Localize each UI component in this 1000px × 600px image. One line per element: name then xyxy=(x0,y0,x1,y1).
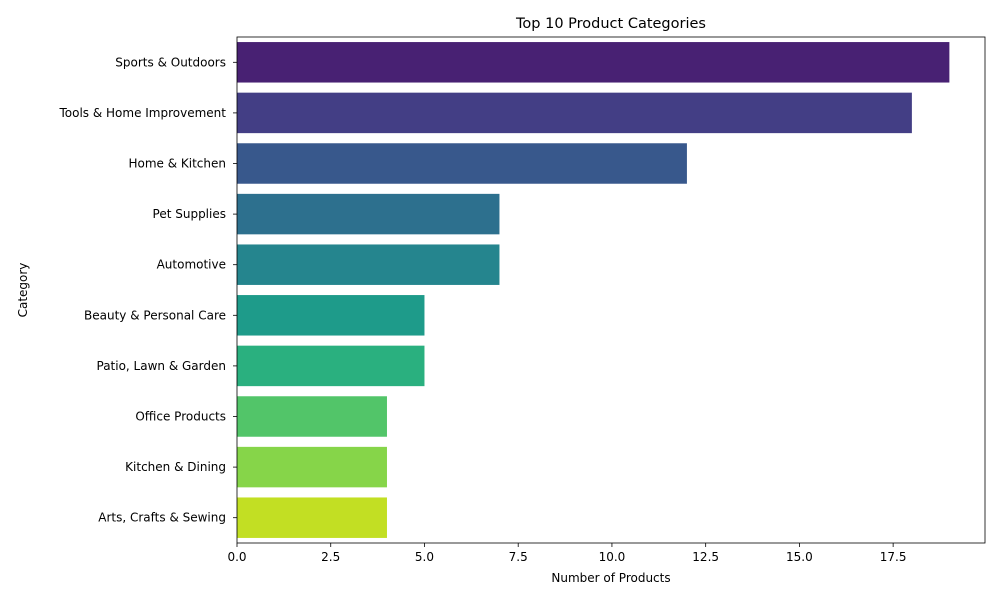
bar xyxy=(237,92,912,134)
y-tick-label: Sports & Outdoors xyxy=(115,55,226,69)
y-axis-label: Category xyxy=(16,263,30,318)
bar xyxy=(237,446,387,488)
x-tick-label: 10.0 xyxy=(599,550,626,564)
x-tick-label: 0.0 xyxy=(227,550,246,564)
x-axis-ticks: 0.0 2.5 5.0 7.5 10.0 12.5 15.0 17.5 xyxy=(227,543,906,564)
y-tick-label: Automotive xyxy=(157,258,226,272)
bar xyxy=(237,345,425,387)
y-tick-label: Home & Kitchen xyxy=(128,157,226,171)
y-tick-label: Office Products xyxy=(135,410,226,424)
chart-title: Top 10 Product Categories xyxy=(515,16,706,32)
axes-spines xyxy=(236,36,986,544)
y-tick-label: Kitchen & Dining xyxy=(125,460,226,474)
y-tick-label: Beauty & Personal Care xyxy=(84,308,226,322)
bar xyxy=(237,396,387,437)
bar xyxy=(237,143,687,184)
x-tick-label: 12.5 xyxy=(692,550,719,564)
bar xyxy=(237,244,500,285)
bar xyxy=(237,497,387,538)
x-tick-label: 17.5 xyxy=(880,550,907,564)
y-tick-label: Patio, Lawn & Garden xyxy=(97,359,227,373)
x-tick-label: 7.5 xyxy=(509,550,528,564)
bar xyxy=(237,193,500,235)
x-tick-label: 5.0 xyxy=(415,550,434,564)
y-tick-label: Tools & Home Improvement xyxy=(58,106,226,120)
y-axis-ticks: Sports & Outdoors Tools & Home Improvemen… xyxy=(58,55,237,525)
y-tick-label: Arts, Crafts & Sewing xyxy=(98,511,226,525)
bars-group xyxy=(237,42,950,538)
x-tick-label: 2.5 xyxy=(321,550,340,564)
x-axis-label: Number of Products xyxy=(551,571,670,585)
x-tick-label: 15.0 xyxy=(786,550,813,564)
plot-frame xyxy=(236,36,986,544)
y-tick-label: Pet Supplies xyxy=(153,207,226,221)
bar xyxy=(237,295,425,336)
bar xyxy=(237,42,950,83)
